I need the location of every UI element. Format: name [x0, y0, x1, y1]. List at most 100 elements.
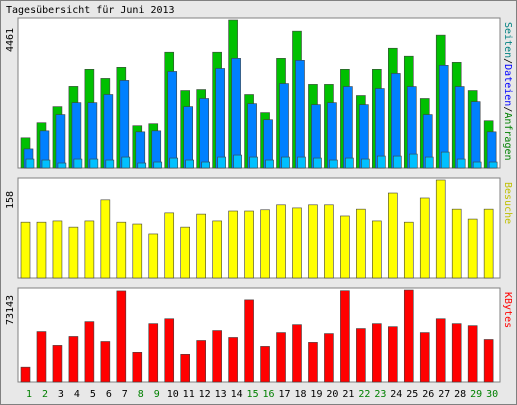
bar: [340, 215, 350, 279]
bar: [327, 102, 337, 169]
bar: [228, 210, 238, 279]
bar: [119, 80, 130, 169]
bar: [68, 336, 79, 383]
bar: [372, 220, 382, 279]
bar: [343, 86, 353, 169]
bar: [20, 366, 31, 383]
bar: [391, 73, 401, 169]
bar: [377, 155, 386, 169]
x-tick-label: 16: [263, 389, 275, 400]
bar: [483, 208, 494, 279]
bar: [467, 218, 478, 279]
bar: [103, 94, 114, 169]
panel: [17, 177, 501, 279]
bar: [372, 323, 382, 383]
bar: [324, 333, 334, 383]
bar: [212, 330, 222, 383]
x-tick-label: 2: [42, 389, 48, 400]
x-tick-label: 11: [183, 389, 195, 400]
bar: [356, 208, 366, 279]
x-tick-label: 22: [358, 389, 370, 400]
bar: [356, 328, 366, 383]
bar: [57, 162, 67, 169]
bar: [435, 318, 446, 383]
bar: [361, 158, 370, 169]
bar: [424, 156, 434, 169]
bar: [100, 199, 111, 279]
bar: [419, 332, 430, 383]
bar: [41, 159, 51, 169]
bar: [100, 341, 111, 383]
x-tick-label: 10: [167, 389, 179, 400]
bar: [105, 159, 115, 169]
bar: [164, 318, 175, 383]
bar: [467, 325, 478, 383]
x-tick-label: 3: [58, 389, 64, 400]
bar: [279, 83, 289, 169]
bar: [292, 324, 302, 383]
bar: [132, 352, 143, 383]
x-tick-label: 27: [438, 389, 450, 400]
bar: [68, 226, 79, 279]
bar: [84, 220, 95, 279]
legend-separator: /: [502, 106, 513, 112]
x-tick-label: 14: [231, 389, 243, 400]
bar: [329, 159, 338, 169]
bar: [52, 220, 63, 279]
bar: [260, 346, 270, 383]
bar: [36, 331, 47, 383]
bar: [419, 197, 430, 279]
bar: [440, 151, 450, 169]
legend-separator: /: [502, 58, 513, 64]
bar: [249, 156, 258, 169]
y-max-label: 4461: [5, 28, 16, 52]
x-tick-label: 29: [470, 389, 482, 400]
bar: [55, 114, 66, 169]
bar: [340, 290, 350, 383]
bar: [199, 98, 209, 169]
bar: [212, 220, 222, 279]
x-tick-label: 20: [326, 389, 338, 400]
bar: [185, 159, 194, 169]
bar: [231, 58, 241, 169]
bar: [36, 221, 47, 279]
x-tick-label: 1: [26, 389, 32, 400]
bar: [454, 86, 465, 169]
bar: [403, 221, 414, 279]
bar: [116, 221, 127, 279]
x-tick-label: 5: [90, 389, 96, 400]
bar: [164, 212, 175, 279]
bar: [483, 339, 494, 383]
bar: [169, 157, 179, 169]
bar: [153, 161, 163, 169]
bar: [260, 209, 270, 279]
bar: [393, 155, 402, 169]
bar: [295, 60, 305, 169]
legend: Seiten/Dateien/Anfragen: [502, 22, 513, 161]
bar: [308, 342, 318, 383]
x-tick-label: 12: [199, 389, 211, 400]
bar: [276, 204, 286, 279]
bar: [135, 131, 146, 169]
bar: [180, 226, 190, 279]
bar: [180, 354, 190, 383]
x-tick-label: 15: [247, 389, 259, 400]
y-max-label: 158: [5, 191, 16, 209]
bar: [89, 158, 99, 169]
bar: [388, 326, 398, 383]
bar: [148, 233, 159, 279]
bar: [71, 102, 82, 169]
bar: [52, 345, 63, 383]
bar: [472, 161, 482, 169]
x-tick-label: 23: [374, 389, 386, 400]
bar: [281, 156, 290, 169]
x-tick-label: 19: [310, 389, 322, 400]
x-tick-label: 30: [486, 389, 498, 400]
bar: [233, 154, 242, 169]
bar: [488, 161, 498, 169]
x-tick-label: 9: [154, 389, 160, 400]
legend: KBytes: [502, 292, 513, 328]
legend-entry: Besuche: [502, 182, 513, 224]
bar: [167, 71, 178, 169]
